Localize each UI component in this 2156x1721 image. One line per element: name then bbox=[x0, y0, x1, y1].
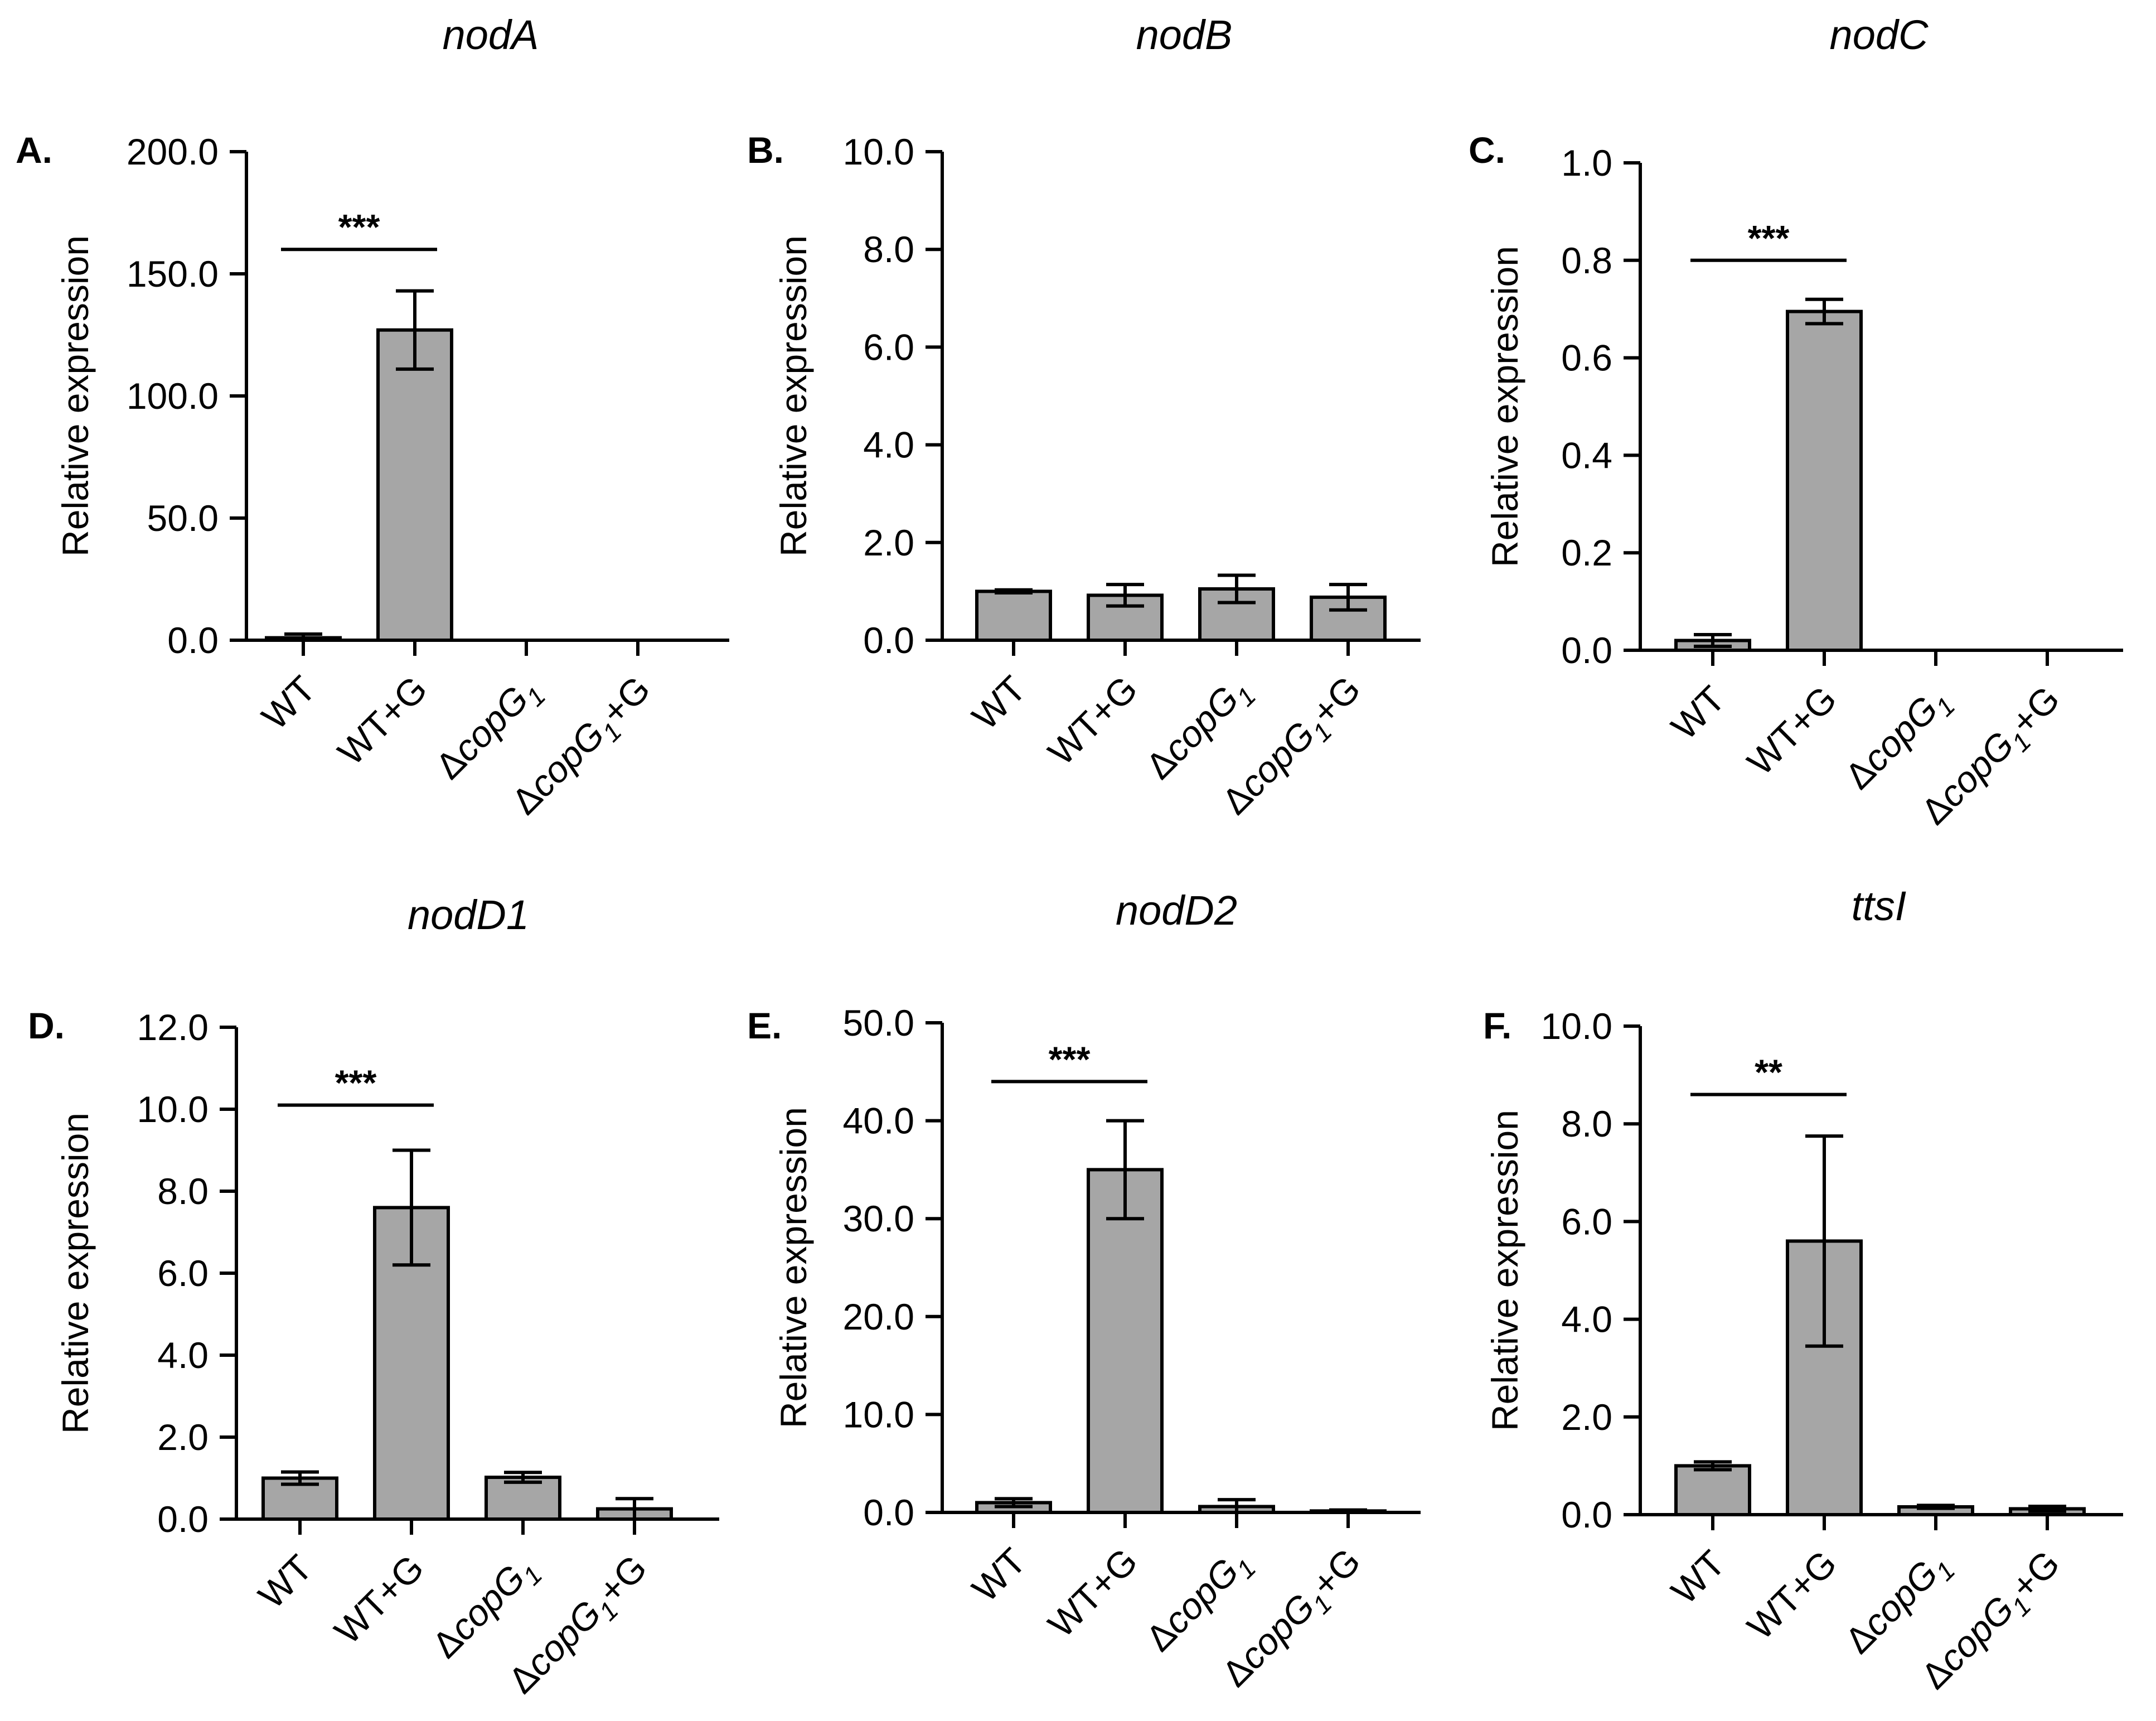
chart-title: nodA bbox=[443, 12, 539, 58]
chart-panel-nodB: nodB B. Relative expression 0.0 2.0 4.0 6.0 8.0… bbox=[747, 12, 1421, 822]
y-axis-label: Relative expression bbox=[55, 235, 96, 557]
significance-label: *** bbox=[1748, 218, 1790, 258]
bar-WT+G bbox=[1087, 1168, 1164, 1514]
y-tick-label: 150.0 bbox=[127, 253, 219, 294]
x-tick-label-WT: WT bbox=[254, 668, 323, 738]
y-tick-label: 4.0 bbox=[863, 424, 914, 466]
y-axis-label: Relative expression bbox=[1484, 246, 1525, 567]
chart-title: nodC bbox=[1830, 12, 1929, 58]
x-tick-label-WT+G: WT+G bbox=[1040, 668, 1145, 773]
significance-label: ** bbox=[1755, 1052, 1782, 1092]
y-tick-label: 2.0 bbox=[863, 522, 914, 563]
panel-letter: E. bbox=[747, 1005, 782, 1046]
y-tick-label: 0.0 bbox=[1561, 630, 1612, 671]
x-tick-label-WT: WT bbox=[250, 1547, 320, 1617]
x-tick-label-WT+G: WT+G bbox=[326, 1547, 431, 1652]
y-tick-label: 200.0 bbox=[127, 131, 219, 172]
y-tick-label: 10.0 bbox=[1541, 1005, 1612, 1047]
x-tick-label-WT: WT bbox=[964, 668, 1034, 738]
x-tick-label-WT+G: WT+G bbox=[330, 668, 434, 773]
y-tick-label: 30.0 bbox=[843, 1198, 914, 1239]
bar-WT+G bbox=[1786, 310, 1863, 652]
significance-label: *** bbox=[338, 207, 380, 247]
y-tick-label: 10.0 bbox=[843, 131, 914, 172]
y-tick-label: 4.0 bbox=[1561, 1299, 1612, 1340]
panel-letter: D. bbox=[28, 1005, 65, 1046]
y-tick-label: 2.0 bbox=[157, 1417, 209, 1458]
chart-panel-nodA: nodA A. Relative expression 0.0 50.0 100.0 150… bbox=[16, 12, 729, 822]
y-tick-label: 20.0 bbox=[843, 1296, 914, 1337]
chart-title: ttsI bbox=[1852, 883, 1907, 929]
bar-WT+G bbox=[373, 1206, 450, 1521]
panel-letter: C. bbox=[1469, 129, 1505, 171]
y-tick-label: 12.0 bbox=[137, 1007, 209, 1048]
y-axis-label: Relative expression bbox=[1484, 1110, 1525, 1431]
x-tick-label-WT: WT bbox=[1663, 1543, 1733, 1612]
y-tick-label: 10.0 bbox=[843, 1394, 914, 1435]
y-tick-label: 8.0 bbox=[1561, 1103, 1612, 1144]
y-tick-label: 6.0 bbox=[1561, 1201, 1612, 1242]
x-tick-label-WT+G: WT+G bbox=[1739, 1543, 1844, 1647]
chart-title: nodB bbox=[1136, 12, 1233, 58]
y-tick-label: 50.0 bbox=[843, 1002, 914, 1043]
y-tick-label: 0.0 bbox=[863, 620, 914, 661]
x-tick-label-WT+G: WT+G bbox=[1739, 678, 1844, 783]
y-tick-label: 0.2 bbox=[1561, 532, 1612, 573]
bar-WT bbox=[975, 589, 1052, 642]
bar-WT bbox=[1674, 1464, 1751, 1516]
y-tick-label: 0.4 bbox=[1561, 434, 1612, 476]
y-tick-label: 2.0 bbox=[1561, 1396, 1612, 1438]
chart-panel-nodD2: nodD2 E. Relative expression 0.0 10.0 20.0 30.… bbox=[747, 887, 1421, 1694]
y-tick-label: 8.0 bbox=[863, 229, 914, 270]
y-tick-label: 0.0 bbox=[863, 1492, 914, 1533]
y-tick-label: 6.0 bbox=[863, 326, 914, 368]
panel-letter: F. bbox=[1483, 1005, 1511, 1046]
x-tick-label-WT+G: WT+G bbox=[1040, 1540, 1145, 1645]
x-tick-label-WT: WT bbox=[964, 1540, 1034, 1610]
y-tick-label: 8.0 bbox=[157, 1171, 209, 1212]
panel-letter: A. bbox=[16, 129, 52, 171]
panel-letter: B. bbox=[747, 129, 784, 171]
x-tick-label-WT: WT bbox=[1663, 678, 1733, 748]
y-tick-label: 40.0 bbox=[843, 1100, 914, 1142]
y-tick-label: 50.0 bbox=[147, 497, 219, 539]
y-tick-label: 0.0 bbox=[1561, 1494, 1612, 1535]
y-tick-label: 0.0 bbox=[157, 1498, 209, 1540]
y-tick-label: 1.0 bbox=[1561, 142, 1612, 183]
chart-panel-ttsI: ttsI F. Relative expression 0.0 2.0 4.0 6.0 8.0… bbox=[1483, 883, 2123, 1696]
significance-label: *** bbox=[335, 1063, 377, 1103]
bar-WT+G bbox=[376, 328, 453, 642]
y-tick-label: 10.0 bbox=[137, 1089, 209, 1130]
bar-ΔcopG1 bbox=[485, 1476, 561, 1521]
y-tick-label: 4.0 bbox=[157, 1335, 209, 1376]
significance-label: *** bbox=[1049, 1039, 1091, 1079]
y-axis-label: Relative expression bbox=[55, 1113, 96, 1434]
y-tick-label: 0.0 bbox=[167, 620, 219, 661]
y-tick-label: 0.8 bbox=[1561, 240, 1612, 281]
y-tick-label: 100.0 bbox=[127, 375, 219, 417]
chart-panel-nodC: nodC C. Relative expression 0.0 0.2 0.4 0.6 0.8… bbox=[1469, 12, 2123, 832]
y-axis-label: Relative expression bbox=[773, 1107, 814, 1428]
y-tick-label: 0.6 bbox=[1561, 337, 1612, 379]
y-tick-label: 6.0 bbox=[157, 1253, 209, 1294]
y-axis-label: Relative expression bbox=[773, 235, 814, 557]
chart-panel-nodD1: nodD1 D. Relative expression 0.0 2.0 4.0 6.0 8.… bbox=[28, 892, 719, 1701]
chart-title: nodD2 bbox=[1116, 887, 1237, 934]
chart-title: nodD1 bbox=[408, 892, 529, 938]
